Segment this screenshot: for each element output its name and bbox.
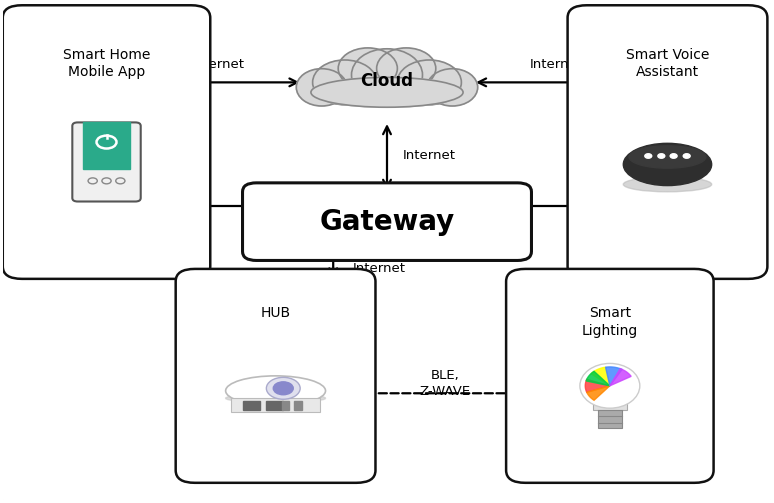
Text: BLE,
Z-WAVE: BLE, Z-WAVE xyxy=(419,369,470,398)
Polygon shape xyxy=(591,367,610,386)
Text: Cloud: Cloud xyxy=(361,72,413,91)
Ellipse shape xyxy=(629,146,706,168)
Circle shape xyxy=(273,382,293,395)
Text: Gateway: Gateway xyxy=(320,208,454,235)
Ellipse shape xyxy=(427,69,478,106)
Polygon shape xyxy=(605,367,622,386)
Circle shape xyxy=(683,154,690,158)
Bar xyxy=(282,401,289,409)
FancyBboxPatch shape xyxy=(506,269,714,483)
Polygon shape xyxy=(610,369,631,386)
Ellipse shape xyxy=(623,143,711,186)
Bar xyxy=(266,401,283,409)
Bar xyxy=(598,408,622,428)
Circle shape xyxy=(645,154,652,158)
Polygon shape xyxy=(585,379,610,392)
Bar xyxy=(593,401,627,409)
Ellipse shape xyxy=(623,177,711,192)
Ellipse shape xyxy=(313,60,377,105)
Polygon shape xyxy=(587,386,610,400)
Text: Internet: Internet xyxy=(191,58,245,71)
Ellipse shape xyxy=(311,77,463,107)
Bar xyxy=(84,122,129,170)
FancyBboxPatch shape xyxy=(176,269,375,483)
Text: HUB: HUB xyxy=(261,306,291,320)
Ellipse shape xyxy=(338,48,397,89)
Ellipse shape xyxy=(397,60,461,105)
Ellipse shape xyxy=(351,49,423,101)
Circle shape xyxy=(670,154,677,158)
Bar xyxy=(231,398,320,411)
FancyBboxPatch shape xyxy=(72,122,141,202)
Text: Smart Voice
Assistant: Smart Voice Assistant xyxy=(626,48,709,79)
Polygon shape xyxy=(586,371,610,386)
Bar xyxy=(294,401,302,409)
Ellipse shape xyxy=(580,364,640,408)
Text: WiFi: WiFi xyxy=(530,282,559,295)
Ellipse shape xyxy=(377,48,436,89)
Text: Smart
Lighting: Smart Lighting xyxy=(582,306,638,338)
Ellipse shape xyxy=(311,77,463,107)
Ellipse shape xyxy=(226,394,326,403)
FancyBboxPatch shape xyxy=(3,5,211,279)
Text: Smart Home
Mobile App: Smart Home Mobile App xyxy=(63,48,150,79)
Text: Internet: Internet xyxy=(352,263,406,276)
Text: Internet: Internet xyxy=(529,58,583,71)
Circle shape xyxy=(658,154,665,158)
Ellipse shape xyxy=(226,376,326,406)
Bar xyxy=(243,401,260,409)
FancyBboxPatch shape xyxy=(567,5,767,279)
Ellipse shape xyxy=(296,69,347,106)
Text: Internet: Internet xyxy=(402,149,455,162)
Circle shape xyxy=(266,377,300,399)
FancyBboxPatch shape xyxy=(242,183,532,261)
